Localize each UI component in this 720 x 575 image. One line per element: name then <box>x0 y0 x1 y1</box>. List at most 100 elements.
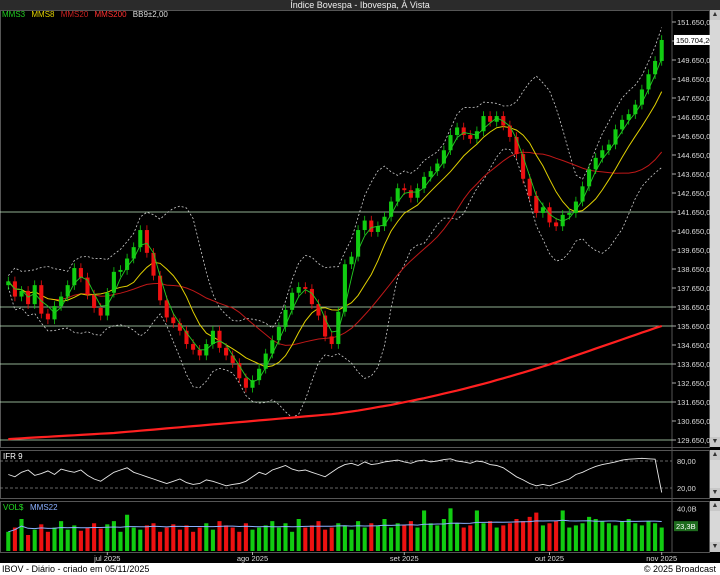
volume-bar <box>580 523 585 551</box>
volume-bar <box>45 531 50 551</box>
volume-bar <box>415 527 420 551</box>
volume-bar <box>521 521 526 551</box>
volume-bar <box>534 512 539 551</box>
volume-bar <box>164 527 169 551</box>
candle-body <box>197 349 202 356</box>
volume-bar <box>237 531 242 551</box>
ifr-panel-frame <box>0 450 710 499</box>
candle-body <box>72 268 77 286</box>
mms20-line <box>7 151 663 346</box>
volume-bar <box>177 529 182 551</box>
volume-panel-scrollbar[interactable]: ▲ ▼ <box>710 501 720 552</box>
candle-body <box>184 330 189 345</box>
volume-bar <box>408 521 413 551</box>
volume-bar <box>197 527 202 551</box>
volume-bar <box>296 519 301 551</box>
candle-body <box>257 368 262 381</box>
ifr-tick-label: 80,00 <box>677 457 696 466</box>
price-tick-label: 139.650,00 <box>677 246 715 255</box>
price-tick-label: 142.650,00 <box>677 189 715 198</box>
candle-body <box>573 201 578 213</box>
price-panel-scrollbar[interactable]: ▲ ▼ <box>710 10 720 447</box>
ifr-panel-scrollbar[interactable]: ▲ ▼ <box>710 450 720 498</box>
candle-body <box>210 330 215 345</box>
scroll-down-arrow[interactable]: ▼ <box>710 437 720 447</box>
volume-bar <box>323 529 328 551</box>
candle-body <box>593 157 598 170</box>
volume-bar <box>620 521 625 551</box>
mms3-line <box>7 58 663 383</box>
volume-bar <box>72 525 77 551</box>
candle-body <box>19 290 24 297</box>
candle-body <box>534 195 539 213</box>
candle-body <box>118 269 123 272</box>
volume-bar <box>461 527 466 551</box>
volume-bar <box>12 527 17 551</box>
volume-bar <box>92 523 97 551</box>
candle-body <box>402 188 407 191</box>
price-tick-label: 145.650,00 <box>677 132 715 141</box>
candle-body <box>494 116 499 122</box>
price-tick-label: 136.650,00 <box>677 303 715 312</box>
volume-bar <box>369 523 374 551</box>
candle-body <box>613 129 618 145</box>
candle-body <box>105 292 110 316</box>
volume-bar <box>19 519 24 551</box>
candle-body <box>389 201 394 217</box>
candle-body <box>646 74 651 90</box>
volume-panel-frame <box>0 501 710 553</box>
scroll-down-arrow[interactable]: ▼ <box>710 542 720 552</box>
candle-body <box>92 294 97 308</box>
scroll-up-arrow[interactable]: ▲ <box>710 450 720 460</box>
candle-body <box>428 171 433 177</box>
volume-bar <box>224 525 229 551</box>
volume-bar <box>184 525 189 551</box>
date-tick-label: out 2025 <box>535 554 564 563</box>
price-tick-label: 134.650,00 <box>677 341 715 350</box>
scroll-down-arrow[interactable]: ▼ <box>710 488 720 498</box>
scroll-up-arrow[interactable]: ▲ <box>710 10 720 20</box>
volume-bar <box>26 535 31 551</box>
candle-body <box>514 136 519 155</box>
date-tick-label: nov 2025 <box>646 554 677 563</box>
candle-body <box>560 214 565 227</box>
price-tick-label: 146.650,00 <box>677 113 715 122</box>
candle-body <box>620 119 625 130</box>
volume-bar <box>336 523 341 551</box>
volume-bar <box>204 523 209 551</box>
candle-body <box>587 169 592 187</box>
mms8-line <box>7 91 663 368</box>
volume-bar <box>501 525 506 551</box>
candle-body <box>653 60 658 75</box>
candle-body <box>468 135 473 139</box>
volume-bar <box>158 531 163 551</box>
candle-body <box>138 230 143 248</box>
volume-bar <box>138 529 143 551</box>
volume-ma-line <box>8 519 662 533</box>
volume-bar <box>356 521 361 551</box>
footer-info: IBOV - Diário - criado em 05/11/2025 <box>2 564 150 574</box>
bollinger-lower-band <box>7 148 662 419</box>
candle-body <box>290 292 295 310</box>
mms200-line <box>8 324 663 441</box>
volume-bar <box>474 510 479 551</box>
volume-bar <box>263 525 268 551</box>
candle-body <box>98 307 103 316</box>
volume-bar <box>375 525 380 551</box>
volume-bar <box>593 519 598 551</box>
volume-bar <box>111 521 116 551</box>
volume-bar <box>342 525 347 551</box>
volume-bar <box>59 521 64 551</box>
date-tick-label: jul 2025 <box>93 554 120 563</box>
candle-body <box>45 313 50 320</box>
candle-body <box>606 144 611 151</box>
candle-body <box>375 226 380 232</box>
scroll-up-arrow[interactable]: ▲ <box>710 501 720 511</box>
volume-bar <box>98 528 103 551</box>
candle-body <box>39 285 44 314</box>
volume-bar <box>560 510 565 551</box>
candle-body <box>316 304 321 316</box>
price-tick-label: 149.650,00 <box>677 56 715 65</box>
